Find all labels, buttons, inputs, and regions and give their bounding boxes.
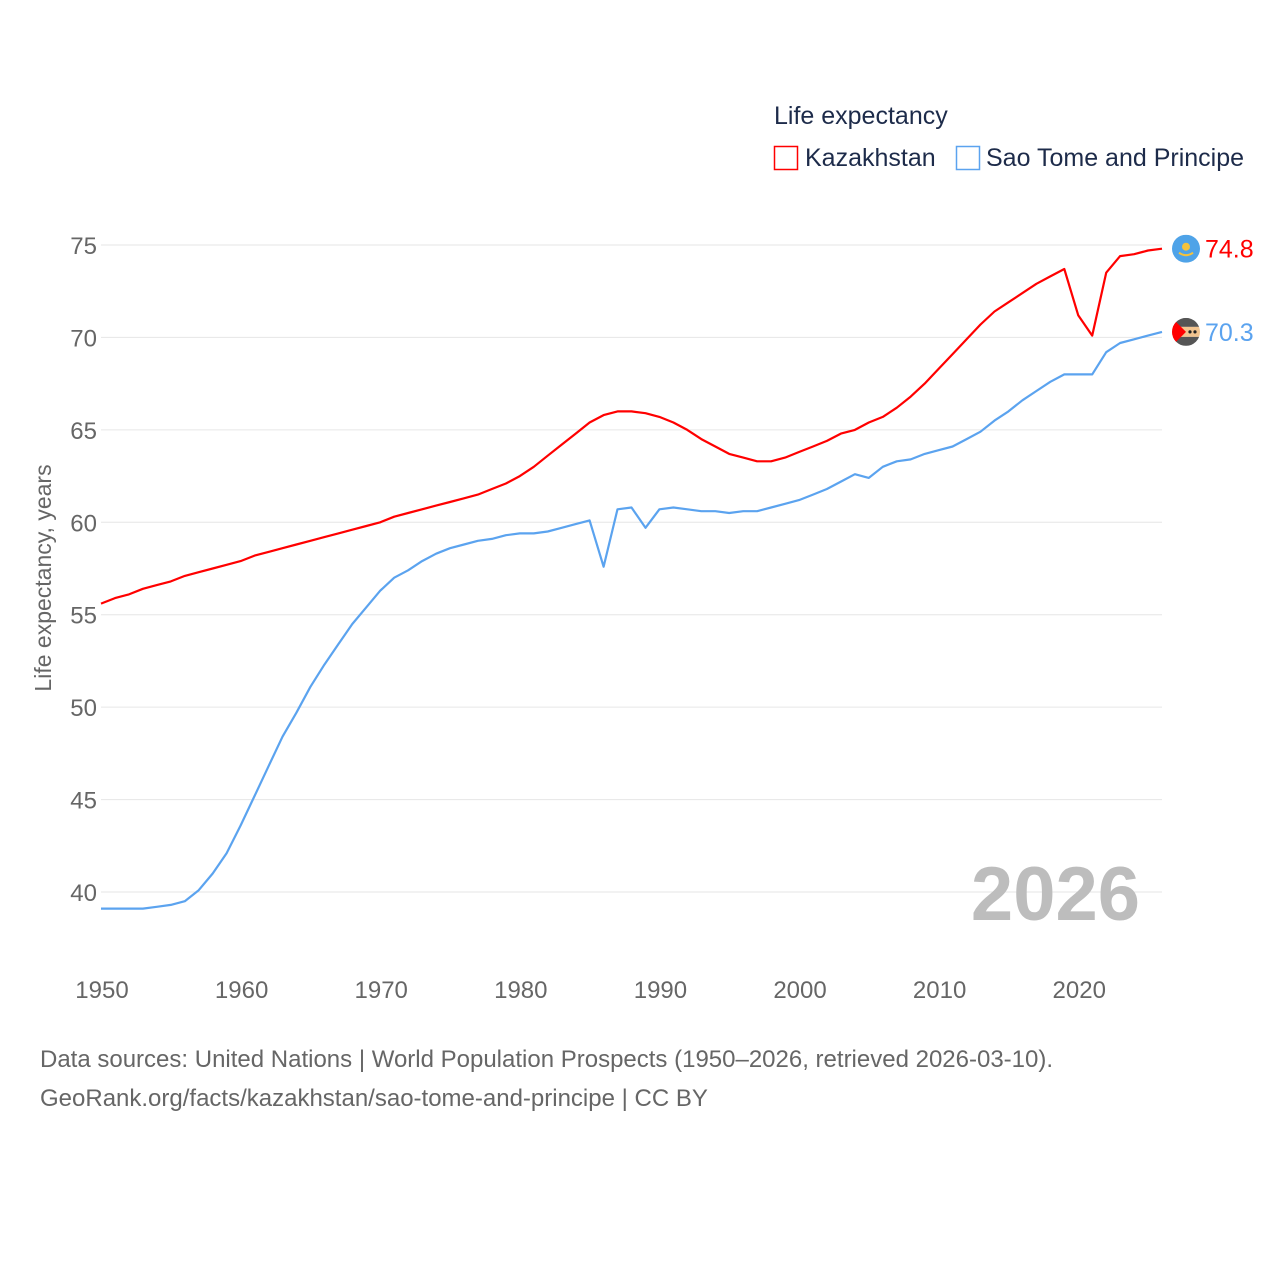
legend: Life expectancy Kazakhstan Sao Tome and … [773,102,1244,172]
y-tick-label: 50 [70,695,97,722]
x-tick-label: 1960 [215,977,268,1004]
y-tick-label: 55 [70,603,97,630]
end-value-label: 70.3 [1205,319,1254,347]
x-tick-label: 1990 [634,977,687,1004]
legend-swatch-kazakhstan[interactable] [773,145,799,171]
y-tick-label: 40 [70,880,97,907]
year-watermark: 2026 [971,852,1140,937]
y-axis-label: Life expectancy, years [30,464,56,691]
sao-tome-flag-icon [1172,317,1200,346]
x-tick-label: 2020 [1053,977,1106,1004]
kazakhstan-flag-icon [1172,234,1200,263]
series-line-sao-tome [101,330,1163,910]
y-tick-label: 60 [70,510,97,537]
x-tick-label: 1950 [75,977,128,1004]
y-tick-label: 65 [70,418,97,445]
legend-label-sao-tome[interactable]: Sao Tome and Principe [986,144,1244,172]
x-tick-label: 1970 [355,977,408,1004]
source-url-link[interactable]: GeoRank.org/facts/kazakhstan/sao-tome-an… [40,1085,708,1112]
legend-label-kazakhstan[interactable]: Kazakhstan [805,144,936,172]
legend-swatch-sao-tome[interactable] [955,145,981,171]
end-value-label: 74.8 [1205,236,1254,264]
y-tick-label: 70 [70,325,97,352]
y-tick-label: 45 [70,788,97,815]
series-line-kazakhstan [100,247,1163,605]
x-tick-label: 2000 [773,977,826,1004]
line-chart: 40 45 50 55 60 65 70 75 1950 1960 1970 1980 1990 200… [30,102,1254,1004]
legend-title: Life expectancy [774,102,948,130]
x-tick-label: 1980 [494,977,547,1004]
y-tick-label: 75 [70,233,97,260]
data-source-text: Data sources: United Nations | World Pop… [40,1046,1054,1073]
x-tick-label: 2010 [913,977,966,1004]
